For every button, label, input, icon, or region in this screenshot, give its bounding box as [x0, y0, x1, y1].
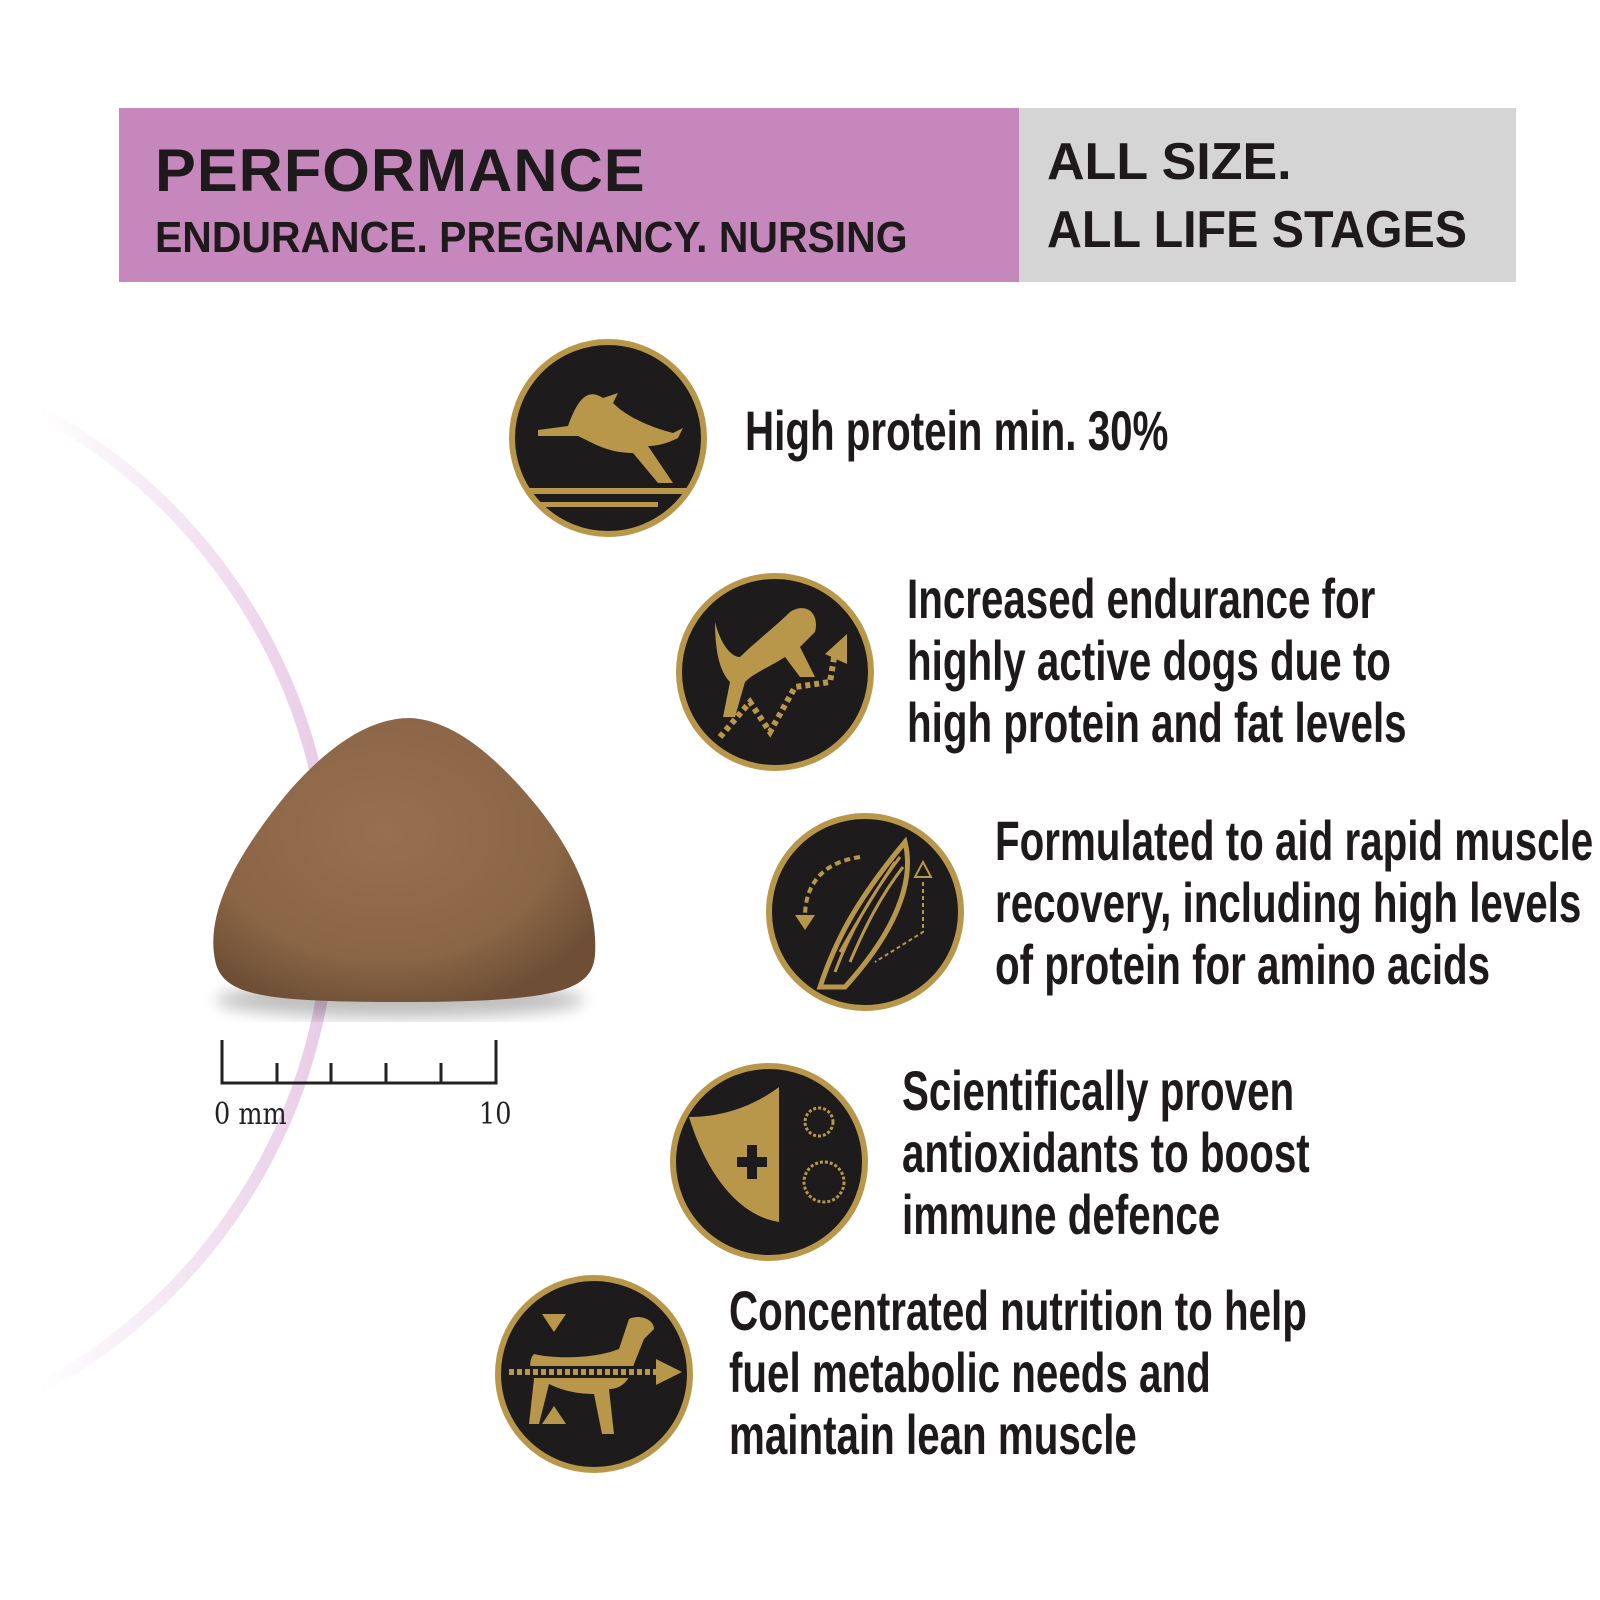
- feature-line: High protein min. 30%: [745, 399, 1169, 462]
- feature-line: Formulated to aid rapid muscle: [995, 809, 1594, 872]
- banner-subtitle: ENDURANCE. PREGNANCY. NURSING: [155, 213, 908, 262]
- muscle-recovery-icon: [766, 813, 964, 1011]
- banner-title: PERFORMANCE: [155, 137, 646, 204]
- banner-left: PERFORMANCE ENDURANCE. PREGNANCY. NURSIN…: [119, 108, 1019, 282]
- feature-high-protein: High protein min. 30%: [745, 400, 1168, 462]
- feature-line: maintain lean muscle: [729, 1403, 1137, 1466]
- feature-line: Concentrated nutrition to help: [729, 1279, 1307, 1342]
- feature-endurance: Increased endurance for highly active do…: [907, 568, 1407, 754]
- feature-line: Increased endurance for: [907, 567, 1376, 630]
- kibble-image: [213, 718, 596, 1018]
- banner-life-stages: ALL LIFE STAGES: [1047, 201, 1468, 259]
- leaping-dog-icon: [509, 339, 707, 537]
- feature-line: highly active dogs due to: [907, 629, 1391, 692]
- feature-line: fuel metabolic needs and: [729, 1341, 1211, 1404]
- scale-start-label: 0 mm: [214, 1097, 287, 1132]
- banner-size: ALL SIZE.: [1047, 133, 1292, 191]
- feature-line: antioxidants to boost: [902, 1121, 1310, 1184]
- banner-right: ALL SIZE. ALL LIFE STAGES: [1019, 108, 1516, 282]
- feature-line: Scientifically proven: [902, 1059, 1295, 1122]
- feature-antioxidants: Scientifically proven antioxidants to bo…: [902, 1060, 1310, 1246]
- feature-line: of protein for amino acids: [995, 933, 1491, 996]
- feature-line: high protein and fat levels: [907, 691, 1407, 754]
- feature-concentrated-nutrition: Concentrated nutrition to help fuel meta…: [729, 1280, 1307, 1466]
- shield-immune-icon: [670, 1063, 868, 1261]
- dog-endurance-arrow-icon: [676, 573, 874, 771]
- scale-ruler: [220, 1040, 498, 1085]
- feature-line: immune defence: [902, 1183, 1221, 1246]
- banner: PERFORMANCE ENDURANCE. PREGNANCY. NURSIN…: [119, 108, 1516, 282]
- lean-dog-icon: [495, 1275, 693, 1473]
- feature-line: recovery, including high levels: [995, 871, 1582, 934]
- scale-end-label: 10: [479, 1097, 512, 1132]
- feature-muscle-recovery: Formulated to aid rapid muscle recovery,…: [995, 810, 1593, 996]
